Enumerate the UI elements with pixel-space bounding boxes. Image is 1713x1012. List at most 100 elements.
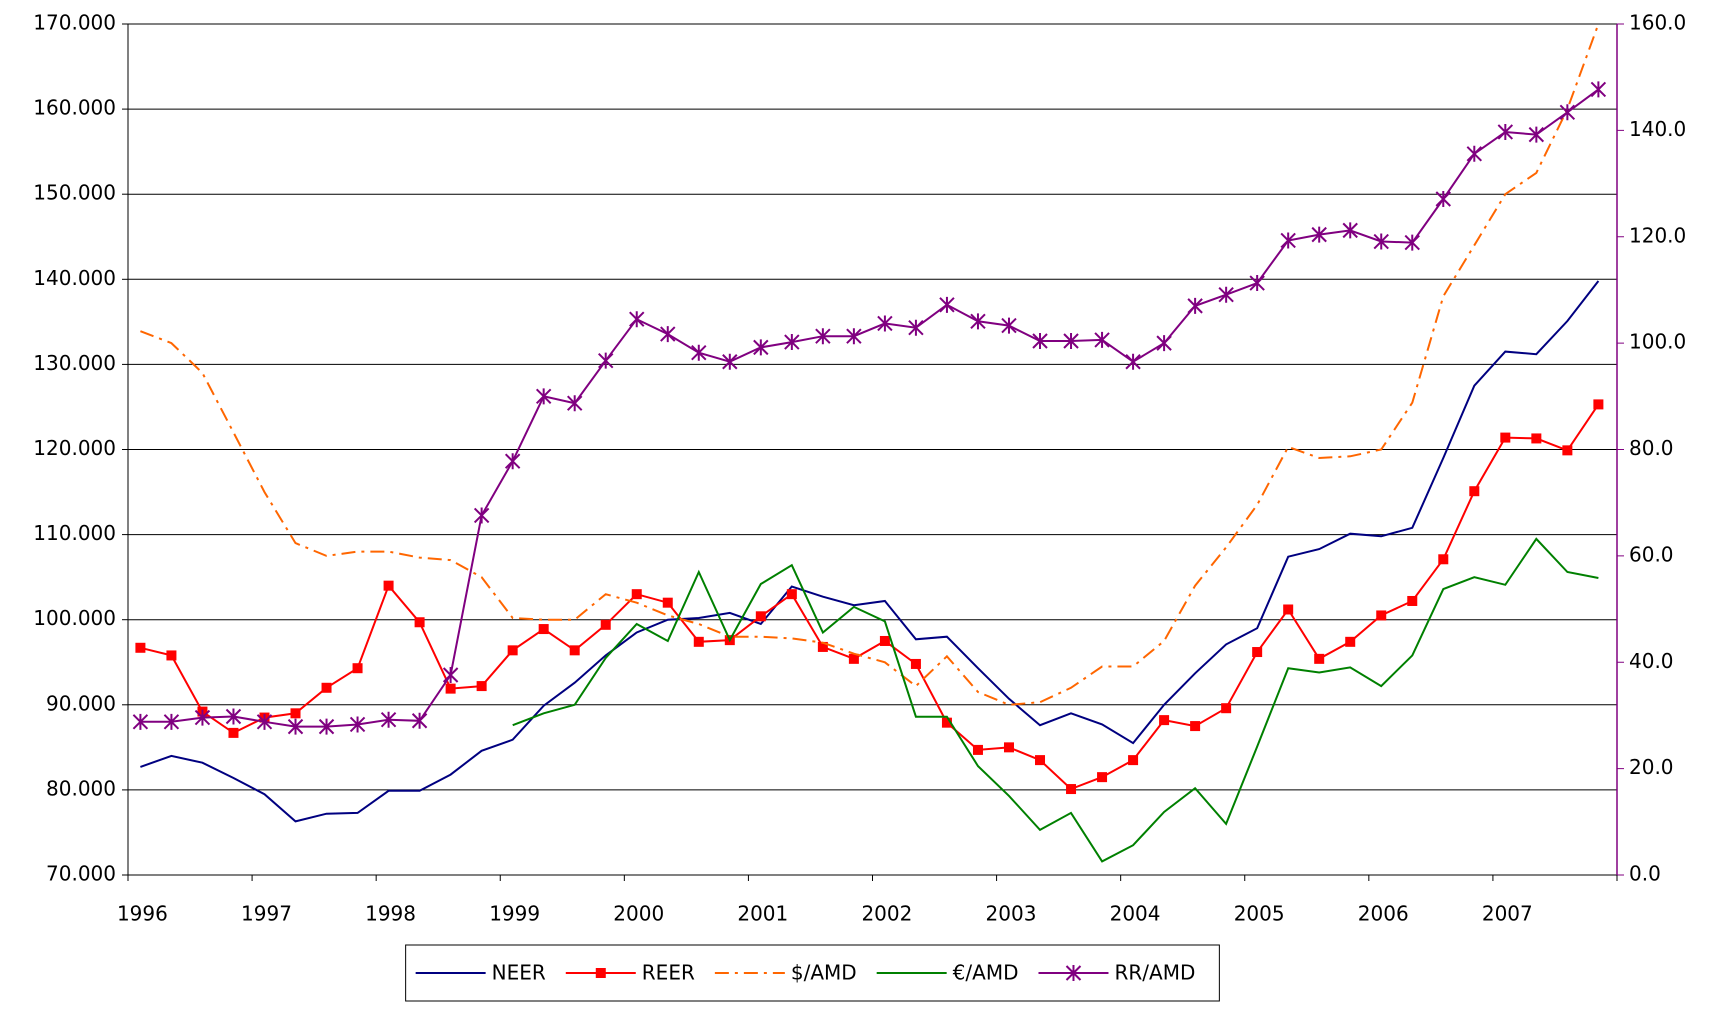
legend-label: NEER [492,961,546,985]
marker [1590,81,1607,98]
marker [1500,432,1511,443]
y-tick-label: 100.000 [33,606,116,630]
marker [600,619,611,630]
marker [228,727,239,738]
marker [1252,647,1263,658]
y-tick-label: 80.000 [46,776,116,800]
marker [1283,604,1294,615]
legend-item: €/AMD [876,961,1019,985]
marker [662,597,673,608]
marker [1407,595,1418,606]
marker [1001,317,1017,334]
y2-tick-label: 140.0 [1629,117,1686,141]
marker [538,624,549,635]
marker [1159,715,1170,726]
y2-tick-label: 160.0 [1629,11,1686,35]
marker [1404,234,1420,251]
marker [287,718,304,735]
marker [1063,332,1079,349]
y-tick-label: 160.000 [33,96,116,120]
marker [566,395,583,412]
marker [786,589,797,600]
marker [1066,784,1077,795]
x-tick-label: 2000 [613,902,664,926]
marker [817,641,828,652]
marker [1373,233,1389,250]
marker [1221,703,1232,714]
marker [569,645,580,656]
marker [631,589,642,600]
marker [411,712,428,729]
marker [256,713,273,730]
marker [163,713,180,730]
marker [166,650,177,661]
y-tick-label: 110.000 [33,521,116,545]
marker [1466,145,1483,162]
marker [1094,331,1110,348]
marker [598,352,614,369]
marker [414,617,425,628]
marker [1435,190,1451,207]
y2-tick-label: 40.0 [1629,649,1674,673]
marker [535,388,552,405]
legend-label: $/AMD [791,961,857,985]
marker [660,326,676,343]
marker [225,708,242,725]
marker [755,611,766,622]
marker [1190,721,1201,732]
marker [910,658,921,669]
marker [1097,772,1108,783]
series-line [140,88,1599,728]
marker [1156,335,1172,352]
marker [848,653,859,664]
marker [1218,286,1234,303]
marker [970,313,986,330]
marker [1125,353,1141,370]
marker [1187,297,1203,314]
marker [722,353,738,370]
marker [846,328,862,345]
marker [1345,636,1356,647]
y-tick-label: 140.000 [33,266,116,290]
marker [908,319,924,336]
marker [1314,653,1325,664]
marker [1032,332,1048,349]
x-tick-label: 2004 [1110,902,1161,926]
marker [1531,433,1542,444]
x-tick-label: 1997 [241,902,292,926]
legend-item: NEER [415,961,546,985]
marker [939,296,955,313]
marker [380,711,397,728]
marker [1469,486,1480,497]
legend-label: €/AMD [953,961,1019,985]
legend: NEER REER $/AMD €/AMD RR/AMD [405,944,1220,1002]
series-line [512,537,1599,863]
marker [629,311,645,328]
y-tick-label: 120.000 [33,436,116,460]
marker [1562,445,1573,456]
marker [349,716,366,733]
marker [442,667,459,684]
marker [1280,232,1296,249]
marker [1003,742,1014,753]
marker [383,580,394,591]
marker [321,682,332,693]
marker [972,744,983,755]
marker [194,709,211,726]
x-tick-label: 1998 [365,902,416,926]
marker [352,663,363,674]
y2-tick-label: 60.0 [1629,542,1674,566]
y2-tick-label: 20.0 [1629,755,1674,779]
y2-tick-label: 120.0 [1629,223,1686,247]
marker [135,642,146,653]
marker [1249,275,1265,292]
marker [941,717,952,728]
marker [1438,554,1449,565]
marker [1065,965,1082,981]
y-tick-label: 70.000 [46,862,116,886]
y2-tick-label: 80.0 [1629,436,1674,460]
marker [879,635,890,646]
y2-tick-label: 0.0 [1629,862,1661,886]
